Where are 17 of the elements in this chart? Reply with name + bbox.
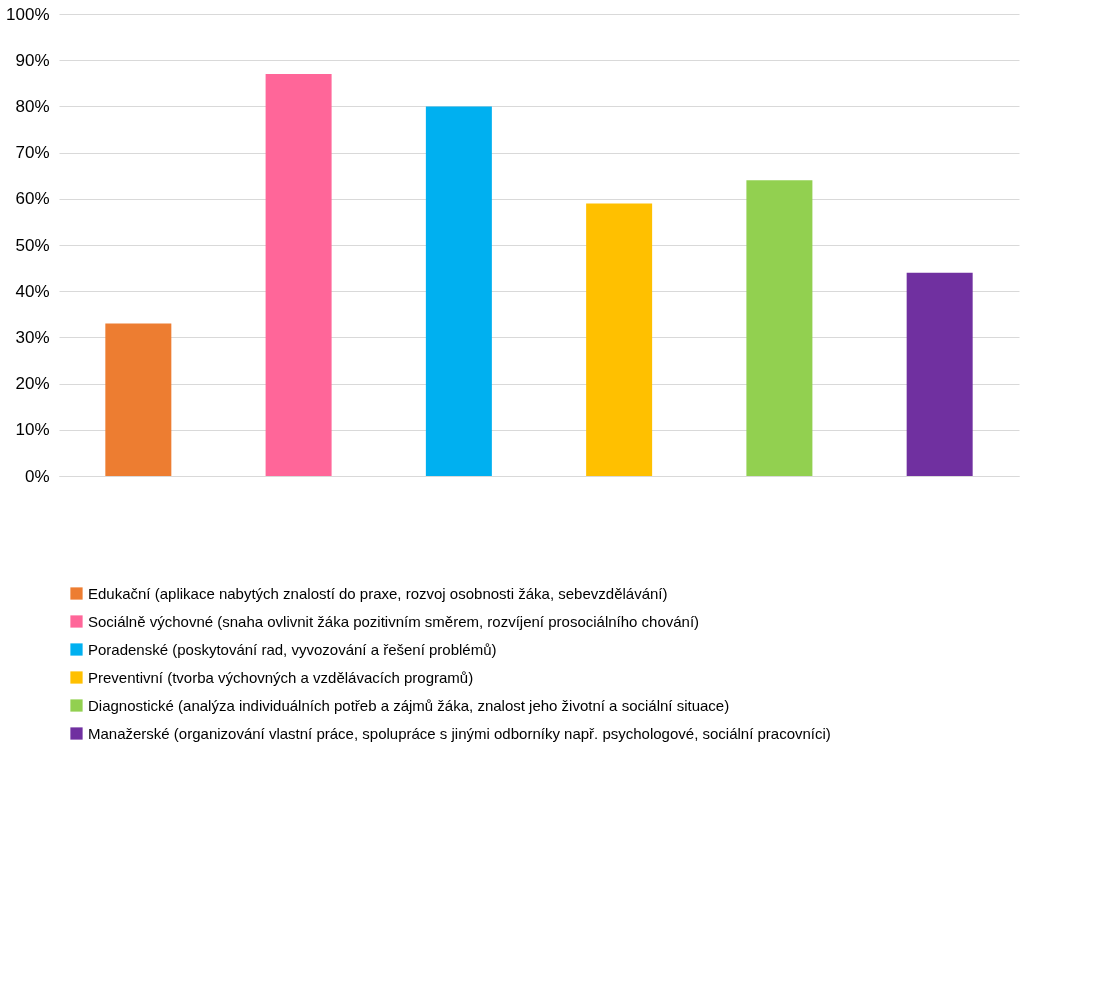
y-tick-label: 50% bbox=[15, 235, 50, 255]
y-tick-label: 90% bbox=[15, 50, 50, 70]
legend-label: Poradenské (poskytování rad, vyvozování a řešení problémů) bbox=[88, 640, 497, 658]
legend-label: Diagnostické (analýza individuálních potřeb a zájmů žáka, znalost jeho životní a sociální situace) bbox=[88, 696, 730, 714]
y-tick-label: 100% bbox=[6, 4, 50, 24]
legend-label: Sociálně výchovné (snaha ovlivnit žáka pozitivním směrem, rozvíjení prosociálního chování) bbox=[88, 612, 700, 630]
y-tick-label: 30% bbox=[15, 327, 50, 347]
legend-label: Preventivní (tvorba výchovných a vzdělávacích programů) bbox=[88, 668, 474, 686]
y-tick-label: 10% bbox=[15, 420, 50, 440]
legend-label: Edukační (aplikace nabytých znalostí do praxe, rozvoj osobnosti žáka, sebevzdělávání) bbox=[88, 584, 668, 602]
y-tick-label: 60% bbox=[15, 189, 50, 209]
legend-label: Manažerské (organizování vlastní práce, spolupráce s jinými odborníky např. psychologové, sociální pracovníci) bbox=[88, 724, 831, 742]
y-tick-label: 0% bbox=[24, 466, 50, 486]
y-tick-label: 80% bbox=[15, 96, 50, 116]
y-tick-label: 70% bbox=[15, 143, 50, 163]
y-tick-label: 20% bbox=[15, 374, 50, 394]
y-tick-label: 40% bbox=[15, 281, 50, 301]
